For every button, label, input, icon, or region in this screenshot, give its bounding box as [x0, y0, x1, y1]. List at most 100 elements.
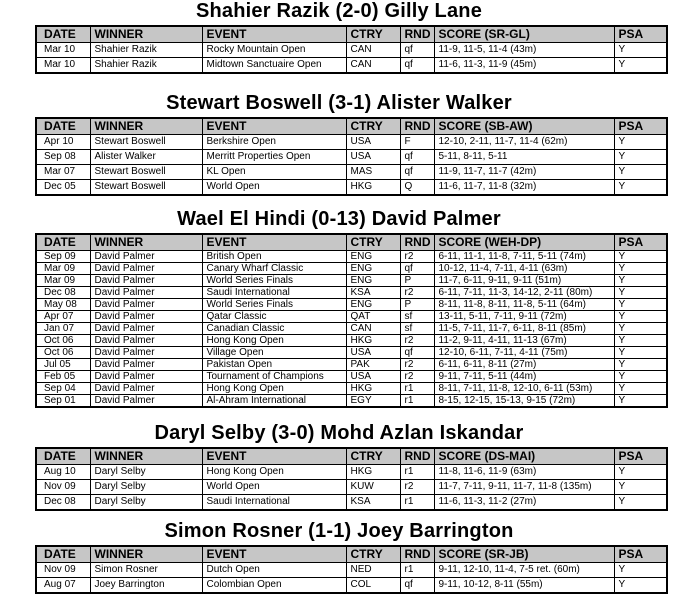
- cell-rnd: r2: [399, 479, 435, 495]
- cell-score: 11-9, 11-5, 11-4 (43m): [433, 42, 615, 58]
- cell-rnd: qf: [399, 57, 435, 74]
- cell-ctry: USA: [345, 149, 401, 165]
- column-header-winner: WINNER: [89, 233, 203, 251]
- cell-ctry: USA: [345, 134, 401, 150]
- cell-rnd: P: [399, 274, 435, 287]
- cell-event: Hong Kong Open: [201, 464, 347, 480]
- cell-winner: David Palmer: [89, 262, 203, 275]
- column-header-date: DATE: [35, 545, 91, 563]
- cell-rnd: qf: [399, 42, 435, 58]
- head-to-head-table: DATE WINNER EVENT CTRY RND SCORE (SR-GL) PSA Ma…: [35, 25, 668, 74]
- cell-score: 6-11, 7-11, 11-3, 14-12, 2-11 (80m): [433, 286, 615, 299]
- cell-score: 11-7, 7-11, 9-11, 11-7, 11-8 (135m): [433, 479, 615, 495]
- cell-winner: David Palmer: [89, 370, 203, 383]
- cell-date: Sep 04: [35, 382, 91, 395]
- cell-event: Canary Wharf Classic: [201, 262, 347, 275]
- cell-winner: David Palmer: [89, 394, 203, 408]
- cell-score: 10-12, 11-4, 7-11, 4-11 (63m): [433, 262, 615, 275]
- cell-event: Merritt Properties Open: [201, 149, 347, 165]
- cell-score: 6-11, 11-1, 11-8, 7-11, 5-11 (74m): [433, 250, 615, 263]
- cell-date: Aug 10: [35, 464, 91, 480]
- table-row: Dec 08 David Palmer Saudi International KSA…: [35, 286, 668, 299]
- cell-ctry: KSA: [345, 494, 401, 511]
- match-title: Daryl Selby (3-0) Mohd Azlan Iskandar: [154, 422, 524, 444]
- cell-score: 11-5, 7-11, 11-7, 6-11, 8-11 (85m): [433, 322, 615, 335]
- cell-rnd: r2: [399, 334, 435, 347]
- table-row: Dec 05 Stewart Boswell World Open HKG Q 11-6,…: [35, 179, 668, 196]
- table-row: Mar 10 Shahier Razik Midtown Sanctuaire Op…: [35, 57, 668, 74]
- cell-rnd: qf: [399, 346, 435, 359]
- cell-ctry: QAT: [345, 310, 401, 323]
- cell-event: Hong Kong Open: [201, 334, 347, 347]
- cell-winner: David Palmer: [89, 250, 203, 263]
- cell-ctry: CAN: [345, 322, 401, 335]
- column-header-event: EVENT: [201, 545, 347, 563]
- cell-ctry: NED: [345, 562, 401, 578]
- cell-ctry: USA: [345, 370, 401, 383]
- cell-event: World Open: [201, 479, 347, 495]
- match-section-daryl-selby-mohd-azlan-iskandar: Daryl Selby (3-0) Mohd Azlan Iskandar DA…: [0, 422, 678, 511]
- column-header-event: EVENT: [201, 25, 347, 43]
- head-to-head-table: DATE WINNER EVENT CTRY RND SCORE (SB-AW) PSA Ap…: [35, 117, 668, 196]
- cell-date: Dec 08: [35, 286, 91, 299]
- cell-psa: Y: [613, 577, 668, 594]
- header-row: DATE WINNER EVENT CTRY RND SCORE (DS-MAI) PSA: [35, 447, 668, 465]
- cell-winner: Daryl Selby: [89, 479, 203, 495]
- cell-event: Rocky Mountain Open: [201, 42, 347, 58]
- cell-score: 5-11, 8-11, 5-11: [433, 149, 615, 165]
- cell-date: Dec 05: [35, 179, 91, 196]
- cell-psa: Y: [613, 164, 668, 180]
- cell-psa: Y: [613, 179, 668, 196]
- cell-score: 11-6, 11-3, 11-9 (45m): [433, 57, 615, 74]
- cell-rnd: r1: [399, 464, 435, 480]
- cell-psa: Y: [613, 250, 668, 263]
- cell-score: 12-10, 2-11, 11-7, 11-4 (62m): [433, 134, 615, 150]
- cell-score: 11-2, 9-11, 4-11, 11-13 (67m): [433, 334, 615, 347]
- cell-winner: David Palmer: [89, 322, 203, 335]
- cell-date: Nov 09: [35, 562, 91, 578]
- table-row: Sep 01 David Palmer Al-Ahram International…: [35, 394, 668, 408]
- table-row: Jan 07 David Palmer Canadian Classic CAN sf 1…: [35, 322, 668, 335]
- cell-event: KL Open: [201, 164, 347, 180]
- cell-event: World Series Finals: [201, 298, 347, 311]
- cell-psa: Y: [613, 322, 668, 335]
- cell-date: Sep 09: [35, 250, 91, 263]
- column-header-score: SCORE (WEH-DP): [433, 233, 615, 251]
- column-header-date: DATE: [35, 233, 91, 251]
- header-row: DATE WINNER EVENT CTRY RND SCORE (SR-GL) PSA: [35, 25, 668, 43]
- cell-score: 11-7, 6-11, 9-11, 9-11 (51m): [433, 274, 615, 287]
- cell-score: 9-11, 12-10, 11-4, 7-5 ret. (60m): [433, 562, 615, 578]
- cell-event: Colombian Open: [201, 577, 347, 594]
- cell-rnd: r2: [399, 250, 435, 263]
- cell-event: Village Open: [201, 346, 347, 359]
- cell-psa: Y: [613, 286, 668, 299]
- match-title: Wael El Hindi (0-13) David Palmer: [177, 208, 501, 230]
- cell-event: Saudi International: [201, 494, 347, 511]
- cell-rnd: r1: [399, 494, 435, 511]
- cell-event: Al-Ahram International: [201, 394, 347, 408]
- cell-winner: Shahier Razik: [89, 42, 203, 58]
- column-header-psa: PSA: [613, 25, 668, 43]
- cell-psa: Y: [613, 310, 668, 323]
- cell-date: Oct 06: [35, 334, 91, 347]
- cell-score: 9-11, 10-12, 8-11 (55m): [433, 577, 615, 594]
- cell-ctry: PAK: [345, 358, 401, 371]
- cell-rnd: qf: [399, 262, 435, 275]
- cell-psa: Y: [613, 57, 668, 74]
- cell-event: Qatar Classic: [201, 310, 347, 323]
- match-title: Simon Rosner (1-1) Joey Barrington: [164, 520, 514, 542]
- cell-ctry: KUW: [345, 479, 401, 495]
- match-section-stewart-boswell-alister-walker: Stewart Boswell (3-1) Alister Walker DAT…: [0, 93, 678, 196]
- column-header-date: DATE: [35, 447, 91, 465]
- table-row: Sep 09 David Palmer British Open ENG r2 6-11,…: [35, 250, 668, 263]
- cell-date: Sep 08: [35, 149, 91, 165]
- header-row: DATE WINNER EVENT CTRY RND SCORE (SB-AW) PSA: [35, 117, 668, 135]
- cell-rnd: r1: [399, 394, 435, 408]
- cell-rnd: r2: [399, 286, 435, 299]
- cell-rnd: qf: [399, 577, 435, 594]
- cell-psa: Y: [613, 262, 668, 275]
- cell-winner: David Palmer: [89, 382, 203, 395]
- table-row: Mar 07 Stewart Boswell KL Open MAS qf 11-9, 1…: [35, 164, 668, 180]
- cell-winner: David Palmer: [89, 358, 203, 371]
- cell-ctry: CAN: [345, 57, 401, 74]
